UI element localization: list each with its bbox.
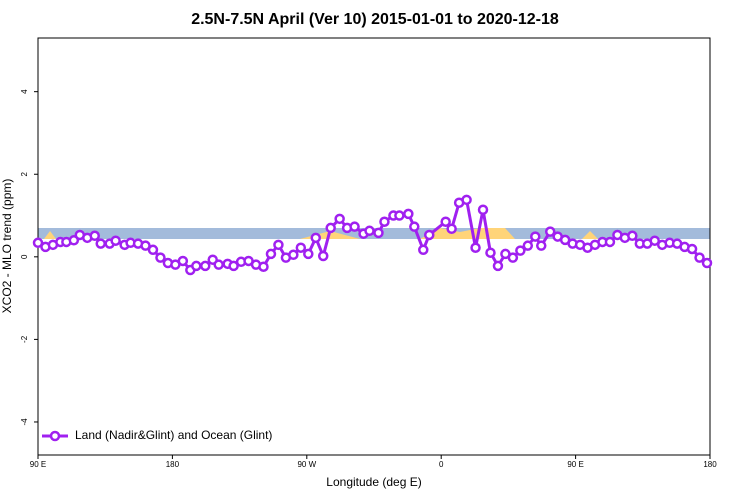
legend-marker bbox=[49, 430, 61, 442]
x-tick-label: 180 bbox=[166, 460, 180, 469]
data-point bbox=[177, 255, 189, 267]
data-point bbox=[536, 240, 547, 251]
data-point bbox=[424, 229, 435, 241]
data-point bbox=[95, 238, 106, 249]
data-point bbox=[334, 213, 345, 225]
data-point bbox=[317, 250, 329, 262]
data-point bbox=[694, 252, 705, 263]
x-tick-label: 0 bbox=[439, 460, 444, 469]
data-point bbox=[295, 242, 307, 253]
data-point bbox=[485, 247, 496, 258]
data-point bbox=[310, 232, 322, 244]
data-point bbox=[288, 249, 299, 261]
x-axis-label: Longitude (deg E) bbox=[326, 475, 421, 489]
y-tick-label: -4 bbox=[20, 418, 29, 426]
land bbox=[420, 228, 515, 239]
legend-label: Land (Nadir&Glint) and Ocean (Glint) bbox=[75, 428, 272, 442]
data-point bbox=[349, 221, 360, 232]
data-point bbox=[440, 216, 451, 227]
data-point bbox=[492, 260, 504, 272]
data-point bbox=[403, 208, 414, 220]
data-point bbox=[446, 223, 457, 234]
data-point bbox=[686, 243, 698, 255]
data-point bbox=[522, 240, 534, 251]
x-tick-label: 90 E bbox=[567, 460, 583, 469]
data-point bbox=[477, 204, 489, 216]
x-tick-label: 90 E bbox=[30, 460, 46, 469]
data-point bbox=[191, 260, 202, 272]
y-tick-label: 2 bbox=[20, 171, 29, 176]
data-point bbox=[604, 236, 616, 248]
data-point bbox=[530, 231, 541, 242]
y-tick-label: 4 bbox=[20, 89, 29, 94]
data-point bbox=[507, 252, 519, 263]
x-tick-label: 90 W bbox=[297, 460, 316, 469]
data-point bbox=[364, 225, 375, 237]
data-point bbox=[147, 244, 159, 256]
data-point bbox=[379, 216, 390, 227]
chart-title: 2.5N-7.5N April (Ver 10) 2015-01-01 to 2… bbox=[191, 11, 559, 28]
data-point bbox=[515, 245, 526, 256]
data-point bbox=[461, 194, 472, 206]
data-point bbox=[32, 237, 44, 249]
land bbox=[582, 231, 598, 239]
data-point bbox=[409, 221, 420, 232]
data-point bbox=[649, 235, 660, 246]
data-point bbox=[200, 260, 211, 272]
x-tick-label: 180 bbox=[703, 460, 717, 469]
y-tick-label: 0 bbox=[20, 254, 29, 259]
data-point bbox=[228, 260, 239, 272]
data-point bbox=[265, 248, 277, 260]
land bbox=[44, 231, 56, 239]
data-point bbox=[213, 259, 224, 270]
data-point bbox=[373, 227, 384, 239]
data-point bbox=[627, 230, 638, 242]
data-point bbox=[110, 235, 121, 246]
data-point bbox=[140, 240, 151, 251]
y-tick-label: -2 bbox=[20, 335, 29, 343]
data-point bbox=[273, 239, 284, 251]
data-point bbox=[155, 252, 166, 263]
data-point bbox=[418, 244, 429, 256]
data-point bbox=[303, 248, 314, 260]
y-axis-label: XCO2 - MLO trend (ppm) bbox=[0, 179, 14, 314]
data-point bbox=[325, 222, 336, 234]
data-point bbox=[394, 210, 405, 221]
data-point bbox=[701, 257, 713, 269]
data-point bbox=[470, 242, 481, 253]
data-point bbox=[258, 261, 269, 272]
data-point bbox=[544, 226, 556, 237]
data-point bbox=[89, 230, 100, 242]
